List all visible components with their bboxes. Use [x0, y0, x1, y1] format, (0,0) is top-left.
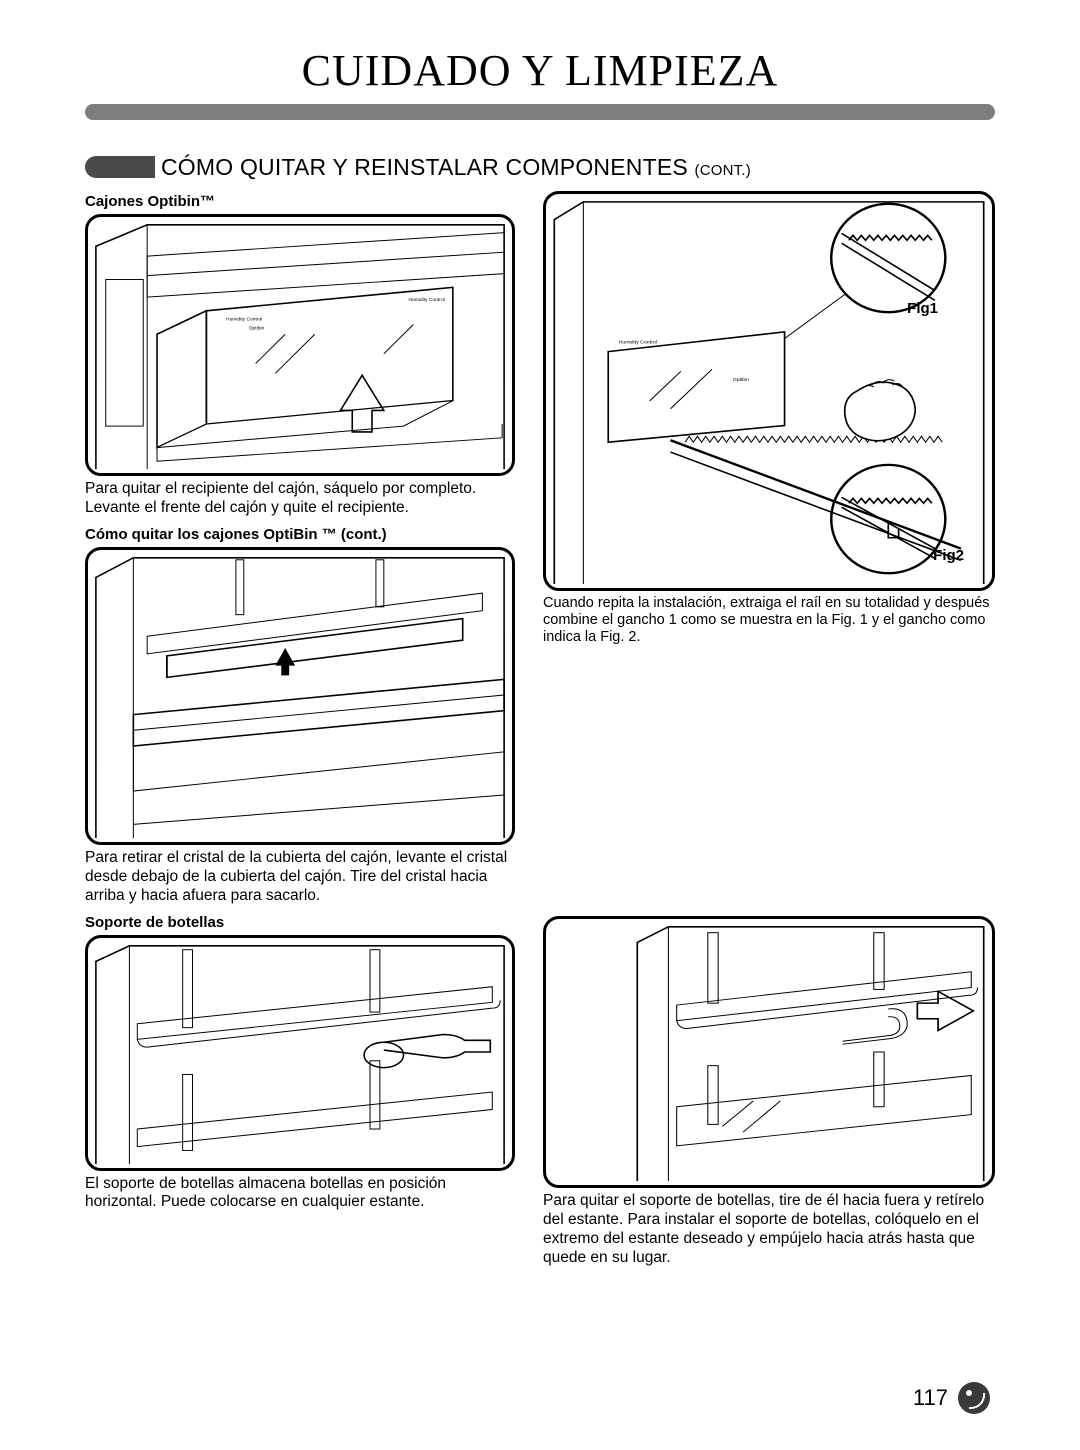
content: CÓMO QUITAR Y REINSTALAR COMPONENTES (CO… [0, 154, 1080, 1276]
figure-glass-lift [85, 547, 515, 845]
para-bottle-remove: Para quitar el soporte de botellas, tire… [543, 1192, 995, 1268]
section-title: CÓMO QUITAR Y REINSTALAR COMPONENTES (CO… [161, 154, 751, 181]
para-drawer-remove: Para quitar el recipiente del cajón, sáq… [85, 480, 515, 518]
left-column: Cajones Optibin™ [85, 187, 515, 1276]
subhead-bottle: Soporte de botellas [85, 914, 515, 931]
page-footer: 117 [913, 1382, 990, 1414]
para-bottle-holder: El soporte de botellas almacena botellas… [85, 1175, 515, 1213]
figure-bottle-remove [543, 916, 995, 1188]
columns: Cajones Optibin™ [85, 187, 995, 1276]
figure-rails: Humidity Control Optibin [543, 191, 995, 591]
section-title-small: (CONT.) [695, 162, 751, 179]
svg-text:Optibin: Optibin [249, 325, 265, 331]
fig2-label: Fig2 [933, 547, 964, 564]
svg-text:Optibin: Optibin [733, 377, 750, 383]
section-title-main: CÓMO QUITAR Y REINSTALAR COMPONENTES [161, 154, 695, 180]
svg-text:Humidity Control: Humidity Control [226, 317, 262, 323]
lg-logo-icon [958, 1382, 990, 1414]
section-header: CÓMO QUITAR Y REINSTALAR COMPONENTES (CO… [85, 154, 995, 181]
fig1-label: Fig1 [907, 300, 938, 317]
svg-text:Humidity Control: Humidity Control [408, 297, 444, 303]
title-rule [85, 104, 995, 120]
figure-drawer-remove: Humidity Control Humidity Control Optibi… [85, 214, 515, 476]
section-bullet [85, 156, 155, 178]
figure-bottle-holder [85, 935, 515, 1171]
right-column: Humidity Control Optibin [543, 187, 995, 1276]
page-number: 117 [913, 1385, 948, 1411]
page-title: CUIDADO Y LIMPIEZA [0, 45, 1080, 96]
para-rail: Cuando repita la instalación, extraiga e… [543, 595, 995, 646]
svg-text:Humidity Control: Humidity Control [619, 340, 657, 346]
subhead-optibin: Cajones Optibin™ [85, 193, 515, 210]
para-glass-lift: Para retirar el cristal de la cubierta d… [85, 849, 515, 906]
spacer [543, 654, 995, 916]
subhead-optibin-cont: Cómo quitar los cajones OptiBin ™ (cont.… [85, 526, 515, 543]
